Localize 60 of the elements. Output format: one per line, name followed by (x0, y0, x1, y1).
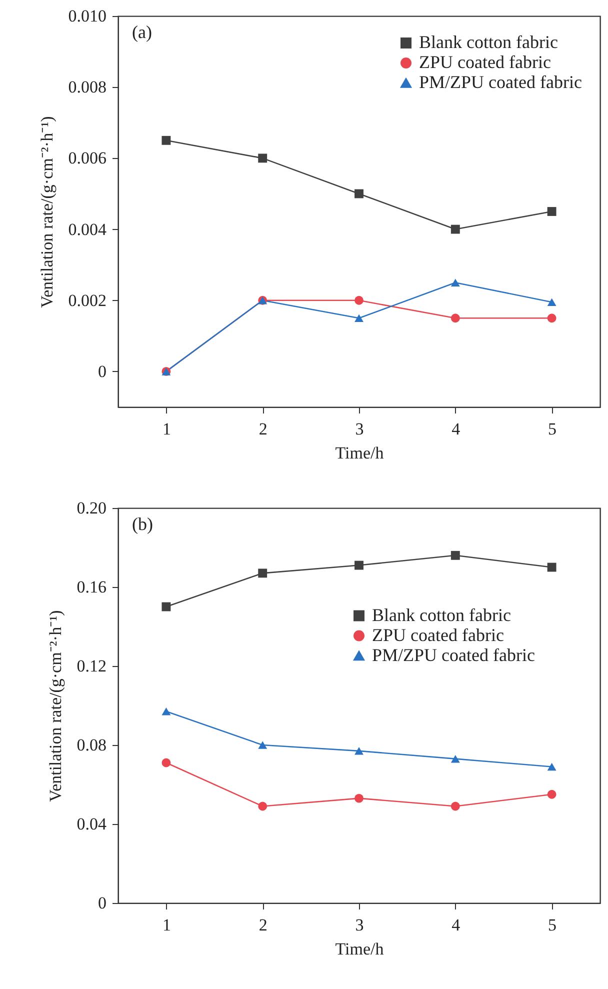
legend-label: PM/ZPU coated fabric (372, 644, 535, 665)
point (162, 758, 171, 768)
point (450, 278, 460, 286)
y-tick-label: 0.12 (76, 656, 106, 676)
x-tick-label: 2 (258, 916, 268, 934)
point (354, 314, 364, 322)
point (258, 802, 268, 811)
y-tick-label: 0.010 (68, 6, 106, 26)
point (450, 314, 460, 323)
y-axis-title: Ventilation rate/(g·cm⁻²·h⁻¹) (46, 610, 65, 802)
y-tick-label: 0.006 (68, 148, 106, 168)
y-tick-label: 0.20 (76, 498, 106, 518)
legend-label: PM/ZPU coated fabric (419, 72, 582, 92)
point (354, 560, 364, 570)
point (450, 224, 460, 234)
x-axis-title: Time/h (335, 444, 384, 462)
x-tick-label: 5 (548, 420, 557, 438)
x-tick-label: 3 (355, 916, 364, 934)
legend-label: Blank cotton fabric (419, 32, 558, 52)
annotation: (a) (132, 22, 152, 42)
point (450, 754, 460, 763)
point (547, 790, 556, 799)
y-tick-label: 0.04 (76, 814, 107, 834)
y-tick-label: 0.002 (68, 290, 106, 310)
point (162, 708, 171, 716)
point (450, 802, 460, 811)
annotation: (b) (132, 514, 153, 534)
y-axis-title: Ventilation rate/(g·cm⁻²·h⁻¹) (37, 116, 56, 308)
point (354, 296, 364, 305)
y-tick-label: 0.008 (68, 78, 106, 97)
x-tick-label: 4 (452, 916, 461, 934)
x-tick-label: 2 (258, 420, 268, 438)
y-tick-label: 0 (98, 894, 106, 912)
x-tick-label: 4 (452, 420, 461, 438)
point (162, 136, 171, 145)
legend-label: ZPU coated fabric (372, 624, 504, 645)
y-tick-label: 0.004 (68, 220, 107, 239)
point (547, 562, 556, 572)
point (258, 741, 268, 749)
point (354, 189, 364, 198)
point (547, 298, 556, 306)
legend-label: ZPU coated fabric (419, 52, 551, 72)
x-axis-title: Time/h (335, 940, 384, 958)
point (547, 314, 556, 323)
legend-label: Blank cotton fabric (372, 604, 511, 625)
point (547, 762, 556, 771)
y-tick-label: 0.08 (76, 736, 106, 754)
point (354, 747, 364, 755)
point (258, 154, 268, 163)
x-tick-label: 1 (162, 916, 171, 934)
point (354, 794, 364, 803)
y-tick-label: 0 (98, 362, 106, 381)
x-tick-label: 3 (355, 420, 364, 438)
x-tick-label: 5 (548, 916, 557, 934)
x-tick-label: 1 (162, 420, 171, 438)
point (162, 602, 171, 612)
y-tick-label: 0.16 (76, 578, 106, 596)
point (450, 550, 460, 560)
point (547, 207, 556, 216)
point (258, 568, 268, 578)
